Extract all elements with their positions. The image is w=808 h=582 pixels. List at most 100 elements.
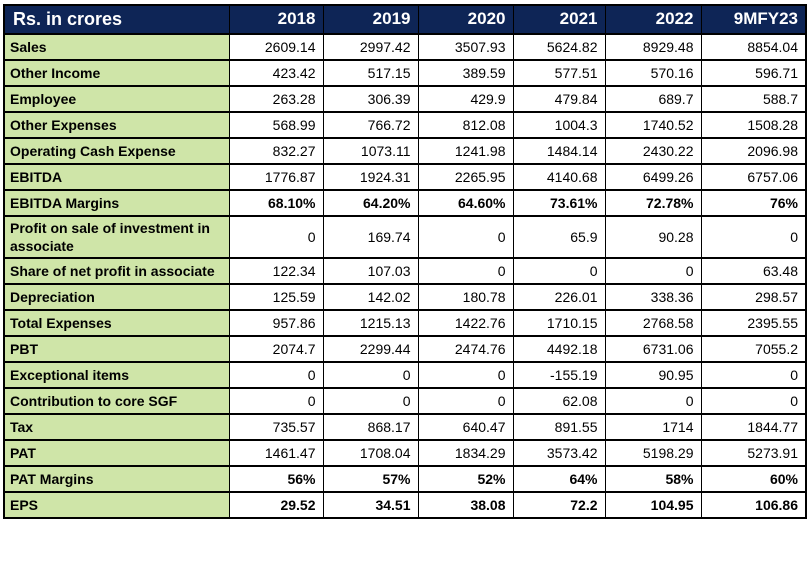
cell-value: 4140.68 xyxy=(512,163,606,191)
row-label: Share of net profit in associate xyxy=(3,257,230,285)
table-row: EPS 29.52 34.51 38.08 72.2 104.95 106.86 xyxy=(3,491,807,519)
cell-value: 832.27 xyxy=(228,137,324,165)
cell-value: 2074.7 xyxy=(228,335,324,363)
row-label: PAT Margins xyxy=(3,465,230,493)
header-row: Rs. in crores 2018 2019 2020 2021 2022 9… xyxy=(3,4,807,35)
cell-value: 1844.77 xyxy=(700,413,807,441)
cell-value: 0 xyxy=(417,215,514,259)
table-row: Depreciation 125.59 142.02 180.78 226.01 338.… xyxy=(3,283,807,311)
cell-value: 226.01 xyxy=(512,283,606,311)
cell-value: 1508.28 xyxy=(700,111,807,139)
cell-value: 76% xyxy=(700,189,807,217)
table-row: Other Income 423.42 517.15 389.59 577.51 570.… xyxy=(3,59,807,87)
row-label: Other Income xyxy=(3,59,230,87)
cell-value: 6757.06 xyxy=(700,163,807,191)
cell-value: 8854.04 xyxy=(700,33,807,61)
column-header-2019: 2019 xyxy=(322,4,419,35)
cell-value: 57% xyxy=(322,465,419,493)
table-header: Rs. in crores 2018 2019 2020 2021 2022 9… xyxy=(3,4,807,35)
cell-value: 2997.42 xyxy=(322,33,419,61)
cell-value: 65.9 xyxy=(512,215,606,259)
cell-value: 1073.11 xyxy=(322,137,419,165)
cell-value: 689.7 xyxy=(604,85,702,113)
cell-value: 517.15 xyxy=(322,59,419,87)
cell-value: 766.72 xyxy=(322,111,419,139)
cell-value: 423.42 xyxy=(228,59,324,87)
table-row: Profit on sale of investment in associat… xyxy=(3,215,807,259)
cell-value: 1422.76 xyxy=(417,309,514,337)
row-label: Profit on sale of investment in associat… xyxy=(3,215,230,259)
table-row: Share of net profit in associate 122.34 10… xyxy=(3,257,807,285)
cell-value: 0 xyxy=(228,361,324,389)
cell-value: 2096.98 xyxy=(700,137,807,165)
cell-value: 640.47 xyxy=(417,413,514,441)
cell-value: 479.84 xyxy=(512,85,606,113)
cell-value: 90.95 xyxy=(604,361,702,389)
cell-value: 1004.3 xyxy=(512,111,606,139)
cell-value: 2768.58 xyxy=(604,309,702,337)
cell-value: 3507.93 xyxy=(417,33,514,61)
cell-value: 891.55 xyxy=(512,413,606,441)
cell-value: 5273.91 xyxy=(700,439,807,467)
cell-value: 568.99 xyxy=(228,111,324,139)
row-label: Tax xyxy=(3,413,230,441)
column-header-2022: 2022 xyxy=(604,4,702,35)
cell-value: 0 xyxy=(604,257,702,285)
cell-value: 38.08 xyxy=(417,491,514,519)
cell-value: 68.10% xyxy=(228,189,324,217)
cell-value: 73.61% xyxy=(512,189,606,217)
cell-value: 6499.26 xyxy=(604,163,702,191)
cell-value: 570.16 xyxy=(604,59,702,87)
cell-value: 29.52 xyxy=(228,491,324,519)
cell-value: 64.60% xyxy=(417,189,514,217)
cell-value: 306.39 xyxy=(322,85,419,113)
table-row: Tax 735.57 868.17 640.47 891.55 1714 1844.77 xyxy=(3,413,807,441)
column-header-2020: 2020 xyxy=(417,4,514,35)
cell-value: 6731.06 xyxy=(604,335,702,363)
cell-value: 1484.14 xyxy=(512,137,606,165)
cell-value: 868.17 xyxy=(322,413,419,441)
table-row: Exceptional items 0 0 0 -155.19 90.95 0 xyxy=(3,361,807,389)
cell-value: 2609.14 xyxy=(228,33,324,61)
row-label: EBITDA xyxy=(3,163,230,191)
cell-value: 8929.48 xyxy=(604,33,702,61)
cell-value: 0 xyxy=(417,257,514,285)
row-label: Depreciation xyxy=(3,283,230,311)
cell-value: 735.57 xyxy=(228,413,324,441)
cell-value: 62.08 xyxy=(512,387,606,415)
cell-value: 0 xyxy=(417,361,514,389)
row-label: PAT xyxy=(3,439,230,467)
cell-value: 1710.15 xyxy=(512,309,606,337)
cell-value: 0 xyxy=(322,361,419,389)
row-label: Contribution to core SGF xyxy=(3,387,230,415)
cell-value: 107.03 xyxy=(322,257,419,285)
cell-value: 180.78 xyxy=(417,283,514,311)
table-row: Employee 263.28 306.39 429.9 479.84 689.7 588.… xyxy=(3,85,807,113)
cell-value: 588.7 xyxy=(700,85,807,113)
table-row: EBITDA Margins 68.10% 64.20% 64.60% 73.61% 72… xyxy=(3,189,807,217)
cell-value: 63.48 xyxy=(700,257,807,285)
table-row: EBITDA 1776.87 1924.31 2265.95 4140.68 6499.2… xyxy=(3,163,807,191)
cell-value: 5198.29 xyxy=(604,439,702,467)
row-label: EBITDA Margins xyxy=(3,189,230,217)
column-header-2021: 2021 xyxy=(512,4,606,35)
cell-value: 0 xyxy=(228,387,324,415)
cell-value: 90.28 xyxy=(604,215,702,259)
cell-value: 2430.22 xyxy=(604,137,702,165)
row-label: Total Expenses xyxy=(3,309,230,337)
cell-value: 1776.87 xyxy=(228,163,324,191)
column-header-2018: 2018 xyxy=(228,4,324,35)
cell-value: 104.95 xyxy=(604,491,702,519)
cell-value: 1714 xyxy=(604,413,702,441)
cell-value: 106.86 xyxy=(700,491,807,519)
cell-value: 52% xyxy=(417,465,514,493)
cell-value: 0 xyxy=(604,387,702,415)
column-header-9mfy23: 9MFY23 xyxy=(700,4,807,35)
table-row: Other Expenses 568.99 766.72 812.08 1004.3 17… xyxy=(3,111,807,139)
table-row: PBT 2074.7 2299.44 2474.76 4492.18 6731.06 705… xyxy=(3,335,807,363)
cell-value: 0 xyxy=(700,387,807,415)
table-row: Sales 2609.14 2997.42 3507.93 5624.82 8929.48… xyxy=(3,33,807,61)
row-label: Sales xyxy=(3,33,230,61)
cell-value: 2265.95 xyxy=(417,163,514,191)
cell-value: 0 xyxy=(228,215,324,259)
